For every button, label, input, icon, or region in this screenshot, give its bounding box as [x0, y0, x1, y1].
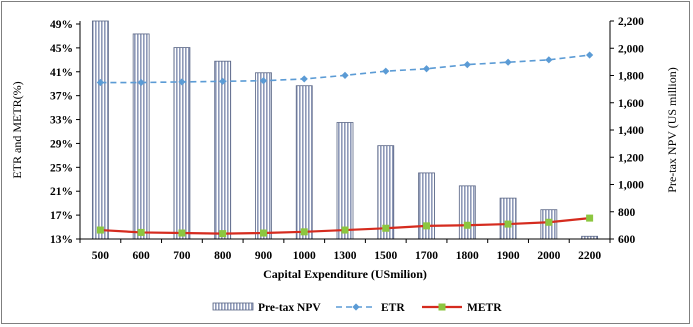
y-left-tick-label: 37%: [50, 91, 73, 103]
x-tick-label: 500: [92, 250, 110, 262]
etr-point: [341, 71, 349, 79]
etr-point: [219, 77, 227, 85]
npv-bar: [173, 47, 191, 240]
etr-legend-marker: [352, 303, 360, 311]
pre-tax-npv-legend-swatch: [212, 302, 254, 311]
metr-point: [96, 226, 104, 234]
npv-bar: [295, 85, 313, 240]
y-right-tick-label: 1,000: [618, 180, 644, 192]
y-right-axis-title: Pre-tax NPV (US million): [665, 67, 679, 192]
legend: Pre-tax NPV ETR METR: [212, 302, 502, 314]
x-tick-label: 800: [214, 250, 232, 262]
etr-point: [382, 67, 390, 75]
npv-bar: [336, 122, 354, 240]
x-tick-label: 1000: [293, 250, 316, 262]
npv-bar: [255, 72, 272, 240]
etr-point: [545, 56, 553, 64]
etr-point: [178, 78, 186, 86]
lines-layer: [96, 51, 594, 238]
y-left-tick-label: 25%: [50, 162, 73, 174]
metr-point: [219, 230, 227, 238]
y-right-tick-label: 2,200: [618, 16, 644, 28]
x-tick-label: 1800: [456, 250, 479, 262]
y-left-tick-label: 29%: [50, 138, 73, 150]
y-right-tick-label: 1,200: [618, 152, 644, 164]
bars-layer: [91, 20, 599, 240]
npv-bar: [214, 60, 232, 240]
etr-point: [504, 58, 512, 66]
y-right-tick-label: 1,800: [618, 71, 644, 83]
metr-point: [341, 226, 349, 234]
npv-bar: [458, 185, 476, 240]
x-tick-label: 1900: [497, 250, 520, 262]
metr-point: [300, 228, 308, 236]
x-axis-title: Capital Expenditure (USmilion): [263, 267, 427, 281]
x-tick-label: 1300: [334, 250, 357, 262]
x-tick-label: 1700: [415, 250, 438, 262]
metr-point: [382, 224, 390, 232]
y-left-tick-label: 21%: [50, 186, 73, 198]
pre-tax-npv-legend-label: Pre-tax NPV: [258, 302, 321, 314]
metr-point: [545, 218, 553, 226]
y-right-tick-label: 800: [618, 207, 636, 219]
y-left-tick-label: 17%: [50, 210, 73, 222]
x-tick-label: 2000: [537, 250, 560, 262]
metr-point: [178, 229, 186, 237]
metr-point: [259, 229, 267, 237]
y-right-tick-label: 600: [618, 234, 636, 246]
etr-point: [137, 78, 145, 87]
etr-point: [300, 75, 308, 83]
etr-legend-label: ETR: [381, 302, 405, 314]
metr-point: [463, 221, 471, 229]
metr-legend-marker: [438, 303, 446, 311]
x-tick-label: 900: [255, 250, 273, 262]
x-tick-label: 600: [133, 250, 151, 262]
metr-point: [137, 228, 145, 236]
ticks-layer: 13% 17% 21% 25% 29% 33% 37% 41% 45% 49% 600 800 1,00…: [50, 16, 644, 262]
x-tick-label: 1500: [374, 250, 397, 262]
y-left-tick-label: 13%: [50, 234, 73, 246]
npv-bar: [499, 197, 517, 240]
etr-point: [463, 61, 471, 69]
axes-layer: [76, 20, 614, 243]
x-tick-label: 2200: [578, 250, 601, 262]
y-right-tick-label: 2,000: [618, 43, 644, 55]
npv-bar: [91, 20, 109, 240]
y-right-tick-label: 1,600: [618, 98, 644, 110]
metr-point: [586, 214, 594, 222]
x-tick-label: 700: [173, 250, 191, 262]
metr-legend-label: METR: [467, 302, 502, 314]
etr-point: [422, 65, 431, 73]
metr-point: [423, 222, 431, 230]
metr-point: [504, 220, 512, 228]
etr-point: [96, 78, 104, 87]
npv-bar: [132, 33, 150, 240]
y-left-axis-title: ETR and METR(%): [10, 81, 24, 178]
etr-point: [586, 51, 594, 59]
y-left-tick-label: 45%: [50, 43, 73, 55]
y-left-tick-label: 41%: [50, 67, 73, 79]
etr-point: [259, 77, 268, 85]
y-left-tick-label: 49%: [50, 19, 73, 31]
y-right-tick-label: 1,400: [618, 125, 644, 137]
y-left-tick-label: 33%: [50, 115, 73, 127]
